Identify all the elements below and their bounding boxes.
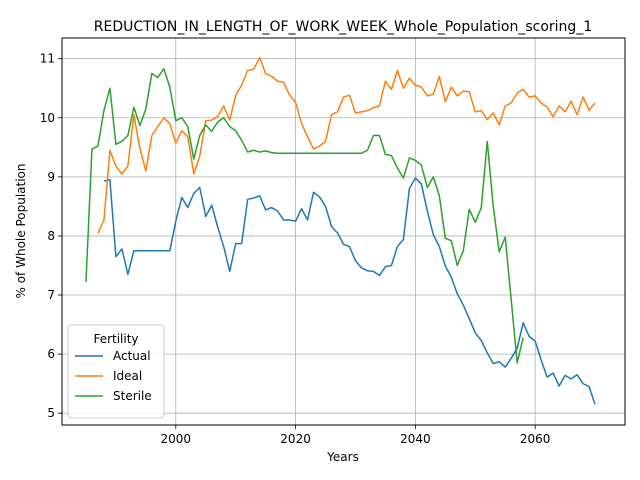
y-tick-label: 10 [40,111,55,125]
y-tick-label: 7 [47,288,55,302]
legend: Fertility Actual Ideal Sterile [67,324,165,419]
x-tick-label: 2000 [161,432,192,446]
y-tick-label: 5 [47,406,55,420]
x-axis: 2000 2020 2040 2060 [161,425,551,446]
x-tick-label: 2040 [400,432,431,446]
y-tick-label: 11 [40,52,55,66]
legend-box [67,324,165,419]
y-axis: 5 6 7 8 9 10 11 [40,52,62,420]
x-axis-label: Years [326,450,359,464]
plot-frame [61,37,626,426]
series-line-actual [103,177,596,405]
x-tick-label: 2060 [520,432,551,446]
y-tick-label: 8 [47,229,55,243]
series-line-ideal [97,56,596,234]
series-line-sterile [85,67,524,364]
x-tick-label: 2020 [280,432,311,446]
legend-label-ideal: Ideal [113,369,142,383]
y-axis-label: % of Whole Population [14,164,28,299]
chart-title: REDUCTION_IN_LENGTH_OF_WORK_WEEK_Whole_P… [94,19,592,35]
y-tick-label: 6 [47,347,55,361]
legend-label-sterile: Sterile [113,389,152,403]
plot-lines [85,56,596,405]
legend-title: Fertility [93,332,138,346]
y-tick-label: 9 [47,170,55,184]
legend-label-actual: Actual [113,349,151,363]
